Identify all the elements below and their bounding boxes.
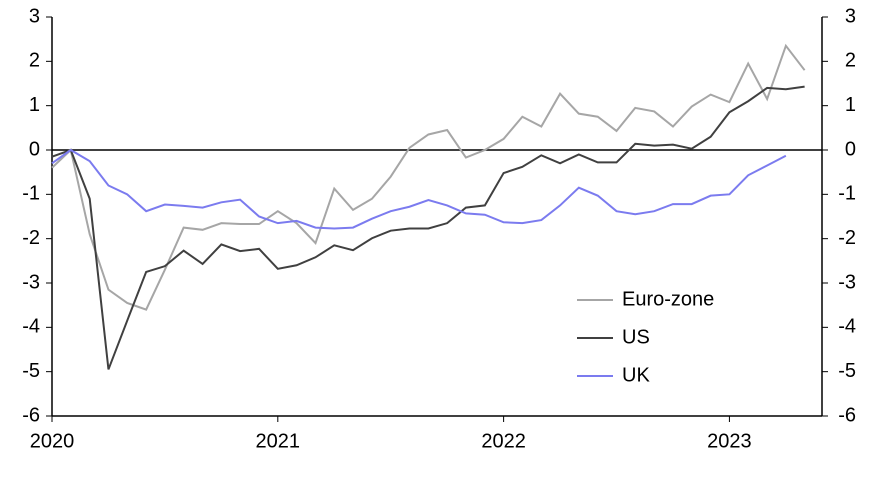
series-line [51,85,805,370]
y-tick-label: -5 [22,360,40,382]
y-tick-label: 3 [29,5,40,27]
x-tick-label: 2021 [256,430,301,452]
y-tick-label: -4 [22,316,40,338]
y2-tick-label: -2 [838,227,856,249]
y2-tick-label: -4 [838,316,856,338]
y2-tick-label: 1 [845,94,856,116]
y-tick-label: 2 [29,50,40,72]
x-tick-label: 2023 [707,430,752,452]
x-tick-label: 2020 [30,430,75,452]
x-tick-label: 2022 [481,430,526,452]
y-tick-label: -6 [22,404,40,426]
y2-tick-label: 0 [845,138,856,160]
legend-label: UK [622,364,650,386]
y2-tick-label: -6 [838,404,856,426]
y2-tick-label: 3 [845,5,856,27]
legend-label: US [622,326,650,348]
y2-tick-label: -3 [838,271,856,293]
legend-label: Euro-zone [622,288,714,310]
series-line [51,148,787,230]
y2-tick-label: 2 [845,50,856,72]
y2-tick-label: -1 [838,183,856,205]
y-tick-label: -1 [22,183,40,205]
series-line [51,43,806,311]
y-tick-label: 0 [29,138,40,160]
y-tick-label: -3 [22,271,40,293]
y-tick-label: -2 [22,227,40,249]
y-tick-label: 1 [29,94,40,116]
y2-tick-label: -5 [838,360,856,382]
